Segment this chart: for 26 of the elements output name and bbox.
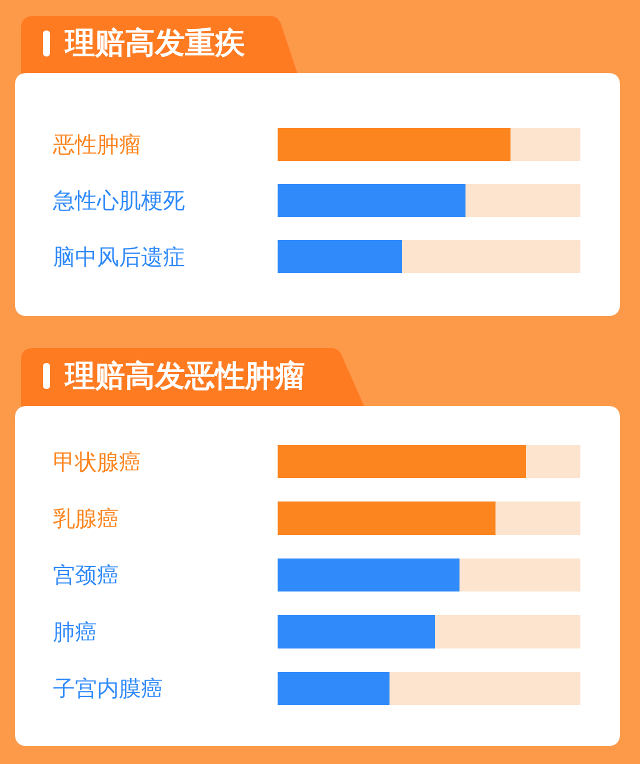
bar [402,240,580,273]
bar [278,615,436,648]
y-tick-label: 恶性肿瘤 [52,133,141,158]
y-tick-label: 急性心肌梗死 [52,189,185,214]
bar [278,558,460,592]
bar [496,502,580,535]
bar [278,502,496,535]
bar [278,128,511,161]
y-tick-label: 宫颈癌 [53,564,119,589]
y-tick-label: 乳腺癌 [53,507,119,532]
bar [465,184,580,217]
chart-title: 理赔高发重疾 [64,26,245,61]
y-tick-label: 子宫内膜癌 [53,677,163,702]
bar [510,128,580,161]
y-tick-label: 脑中风后遗症 [53,245,185,270]
bar [390,672,580,705]
y-tick-label: 甲状腺癌 [53,450,141,476]
bar [435,615,580,648]
bar [278,184,466,217]
chart-title: 理赔高发恶性肿瘤 [64,359,305,394]
bar [278,672,390,705]
y-tick-label: 肺癌 [53,620,97,646]
bar [526,445,580,478]
bar [278,445,526,478]
bar [278,240,402,273]
bar [459,558,580,592]
